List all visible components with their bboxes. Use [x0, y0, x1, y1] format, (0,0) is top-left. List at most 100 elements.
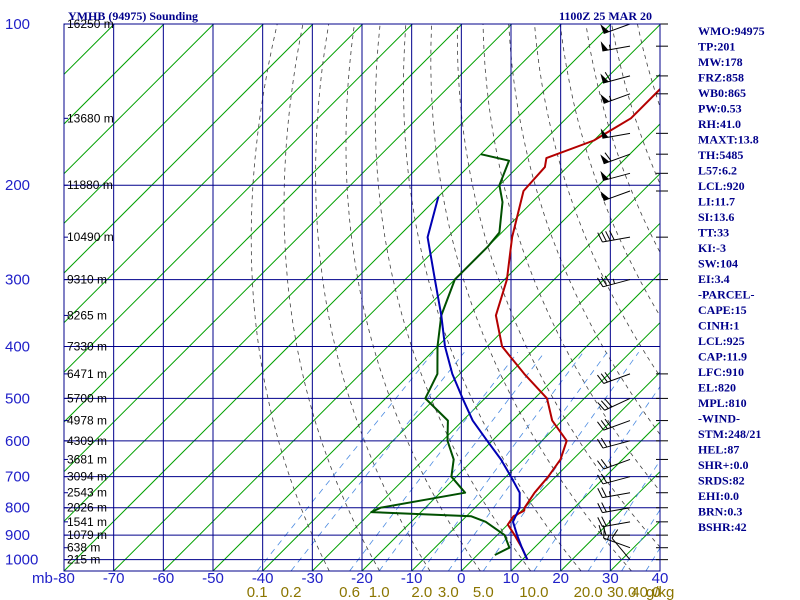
index-value: FRZ:858	[698, 71, 744, 85]
isotherm-line	[212, 123, 660, 571]
height-label: 6471 m	[67, 367, 107, 381]
temperature-tick-label: 40	[652, 570, 669, 587]
isotherm-grid	[64, 24, 660, 571]
dry-adiabat-line	[482, 24, 660, 492]
wind-barb	[600, 93, 668, 104]
wind-barb	[597, 230, 668, 243]
height-label: 4309 m	[67, 434, 107, 448]
temperature-tick-label: 20	[552, 570, 569, 587]
isotherm-line	[411, 321, 660, 571]
height-label: 1079 m	[67, 528, 107, 542]
index-value: CINH:1	[698, 319, 739, 333]
dry-adiabat-line	[559, 24, 660, 317]
isotherm-line	[64, 24, 215, 175]
isotherm-line	[64, 24, 413, 374]
pressure-tick-label: 600	[5, 433, 30, 450]
index-value: EI:3.4	[698, 272, 730, 286]
mixing-ratio-line	[378, 351, 545, 571]
pressure-tick-label: 400	[5, 338, 30, 355]
isotherm-line	[460, 371, 660, 571]
height-label: 9310 m	[67, 273, 107, 287]
index-value: MPL:810	[698, 396, 747, 410]
isotherm-line	[113, 24, 660, 571]
wind-barb	[597, 437, 668, 449]
mixing-ratio-grid	[256, 351, 660, 571]
index-value: EHI:0.0	[698, 489, 739, 503]
isotherm-line	[64, 24, 364, 324]
index-value: LCL:925	[698, 334, 745, 348]
dry-adiabat-line	[345, 24, 481, 571]
dry-adiabat-line	[792, 24, 800, 571]
wind-barb	[600, 128, 668, 139]
height-label: 11880 m	[67, 178, 113, 192]
mixing-ratio-line	[482, 351, 640, 571]
isotherm-line	[311, 222, 660, 571]
mixing-ratio-label: 2.0	[411, 584, 432, 600]
pressure-tick-label: 1000	[5, 552, 38, 569]
temperature-profile	[494, 87, 660, 561]
height-label: 3094 m	[67, 470, 107, 484]
mixing-ratio-label: 0.6	[339, 584, 360, 600]
index-value: L57:6.2	[698, 164, 737, 178]
temperature-tick-label: -40	[252, 570, 274, 587]
mixing-ratio-label: 1.0	[369, 584, 390, 600]
isotherm-line	[64, 24, 463, 423]
height-label: 1541 m	[67, 515, 107, 529]
mixing-ratio-label: 40.0	[631, 584, 660, 600]
dry-adiabat-line	[250, 24, 330, 571]
index-value: BRN:0.3	[698, 505, 742, 519]
dry-adiabat-line	[315, 24, 431, 571]
temperature-tick-label: -80	[53, 570, 75, 587]
index-value: BSHR:42	[698, 520, 747, 534]
height-label: 4978 m	[67, 414, 107, 428]
wind-barb	[598, 524, 668, 536]
mixing-ratio-label: 30.0	[607, 584, 636, 600]
pressure-tick-label: 500	[5, 390, 30, 407]
wind-barb	[600, 190, 668, 202]
index-value: SW:104	[698, 257, 738, 271]
isotherm-line	[64, 24, 562, 523]
mixing-ratio-label: 10.0	[519, 584, 548, 600]
mixing-ratio-line	[349, 351, 519, 571]
wind-barbs	[597, 23, 668, 561]
temperature-tick-label: -50	[202, 570, 224, 587]
isotherm-line	[64, 24, 513, 473]
isotherm-line	[162, 73, 660, 571]
index-value: RH:41.0	[698, 117, 741, 131]
dry-adiabat-line	[283, 24, 380, 571]
mixing-ratio-line	[533, 386, 660, 571]
wind-barb	[600, 152, 668, 165]
index-value: EL:820	[698, 381, 736, 395]
temperature-tick-label: -70	[103, 570, 125, 587]
temperature-tick-label: 30	[602, 570, 619, 587]
plot-frame	[63, 23, 661, 572]
wind-barb	[597, 473, 668, 485]
mixing-ratio-label: 5.0	[473, 584, 494, 600]
parcel-profile	[426, 196, 529, 561]
height-label: 13680 m	[67, 111, 114, 125]
dry-adiabat-line	[430, 24, 632, 571]
wind-barb	[603, 527, 668, 549]
index-value: -PARCEL-	[698, 288, 754, 302]
index-value: LFC:910	[698, 365, 744, 379]
vertical-grid	[113, 24, 611, 571]
index-value: KI:-3	[698, 241, 726, 255]
isotherm-line	[560, 470, 660, 571]
index-value: PW:0.53	[698, 102, 742, 116]
mixing-ratio-line	[256, 351, 434, 571]
isotherm-line	[64, 24, 314, 274]
height-label: 5700 m	[67, 391, 107, 405]
isotherm-line	[64, 24, 264, 225]
pressure-tick-label: 700	[5, 469, 30, 486]
mixing-ratio-line	[421, 351, 584, 571]
sounding-profiles	[370, 87, 660, 561]
temperature-tick-label: 10	[503, 570, 520, 587]
dry-adiabat-line	[585, 24, 660, 254]
wind-barb	[597, 372, 668, 384]
height-label: 3681 m	[67, 452, 107, 466]
mixing-ratio-label: 0.2	[281, 584, 302, 600]
wind-barb	[600, 170, 668, 182]
dry-adiabat-line	[403, 24, 582, 571]
wind-barb	[597, 487, 668, 499]
temperature-tick-label: -30	[301, 570, 323, 587]
